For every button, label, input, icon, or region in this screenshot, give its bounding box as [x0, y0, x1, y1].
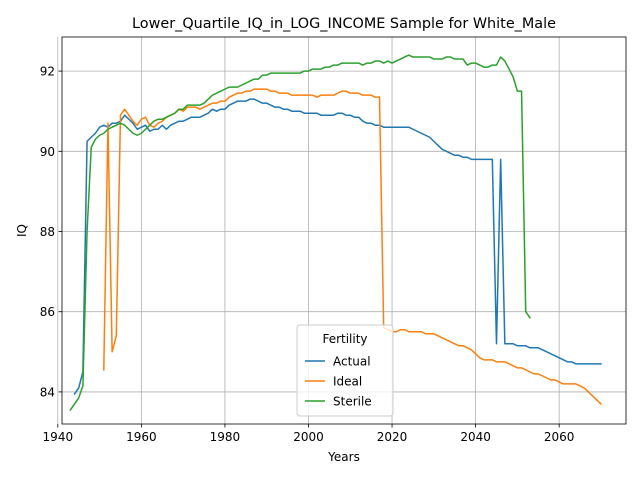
y-tick-label: 84 [40, 385, 55, 399]
series-line-sterile [69, 54, 531, 412]
x-tick-label: 1940 [43, 430, 74, 444]
series-line-ideal [103, 88, 602, 406]
y-tick-label: 88 [40, 225, 55, 239]
chart-title: Lower_Quartile_IQ_in_LOG_INCOME Sample f… [132, 16, 556, 32]
legend: Fertility Actual Ideal Sterile [296, 324, 394, 417]
y-axis-ticks: 84 86 88 90 92 [40, 65, 62, 399]
legend-box [296, 324, 394, 417]
x-axis-ticks: 1940 1960 1980 2000 2020 2040 2060 [43, 424, 575, 444]
legend-label-ideal: Ideal [333, 375, 362, 389]
y-axis-label: IQ [15, 224, 29, 237]
plot-frame [61, 36, 627, 425]
legend-label-sterile: Sterile [333, 395, 372, 409]
x-axis-label: Years [327, 450, 360, 464]
y-tick-label: 90 [40, 145, 55, 159]
x-tick-label: 2020 [377, 430, 408, 444]
x-tick-label: 2060 [544, 430, 575, 444]
y-tick-label: 86 [40, 305, 55, 319]
series-lines [69, 54, 602, 412]
y-tick-label: 92 [40, 65, 55, 79]
x-tick-label: 2000 [293, 430, 324, 444]
x-tick-label: 2040 [460, 430, 491, 444]
legend-title: Fertility [322, 332, 367, 346]
x-tick-label: 1960 [126, 430, 157, 444]
series-line-actual [73, 98, 602, 395]
legend-label-actual: Actual [333, 355, 371, 369]
x-tick-label: 1980 [210, 430, 241, 444]
